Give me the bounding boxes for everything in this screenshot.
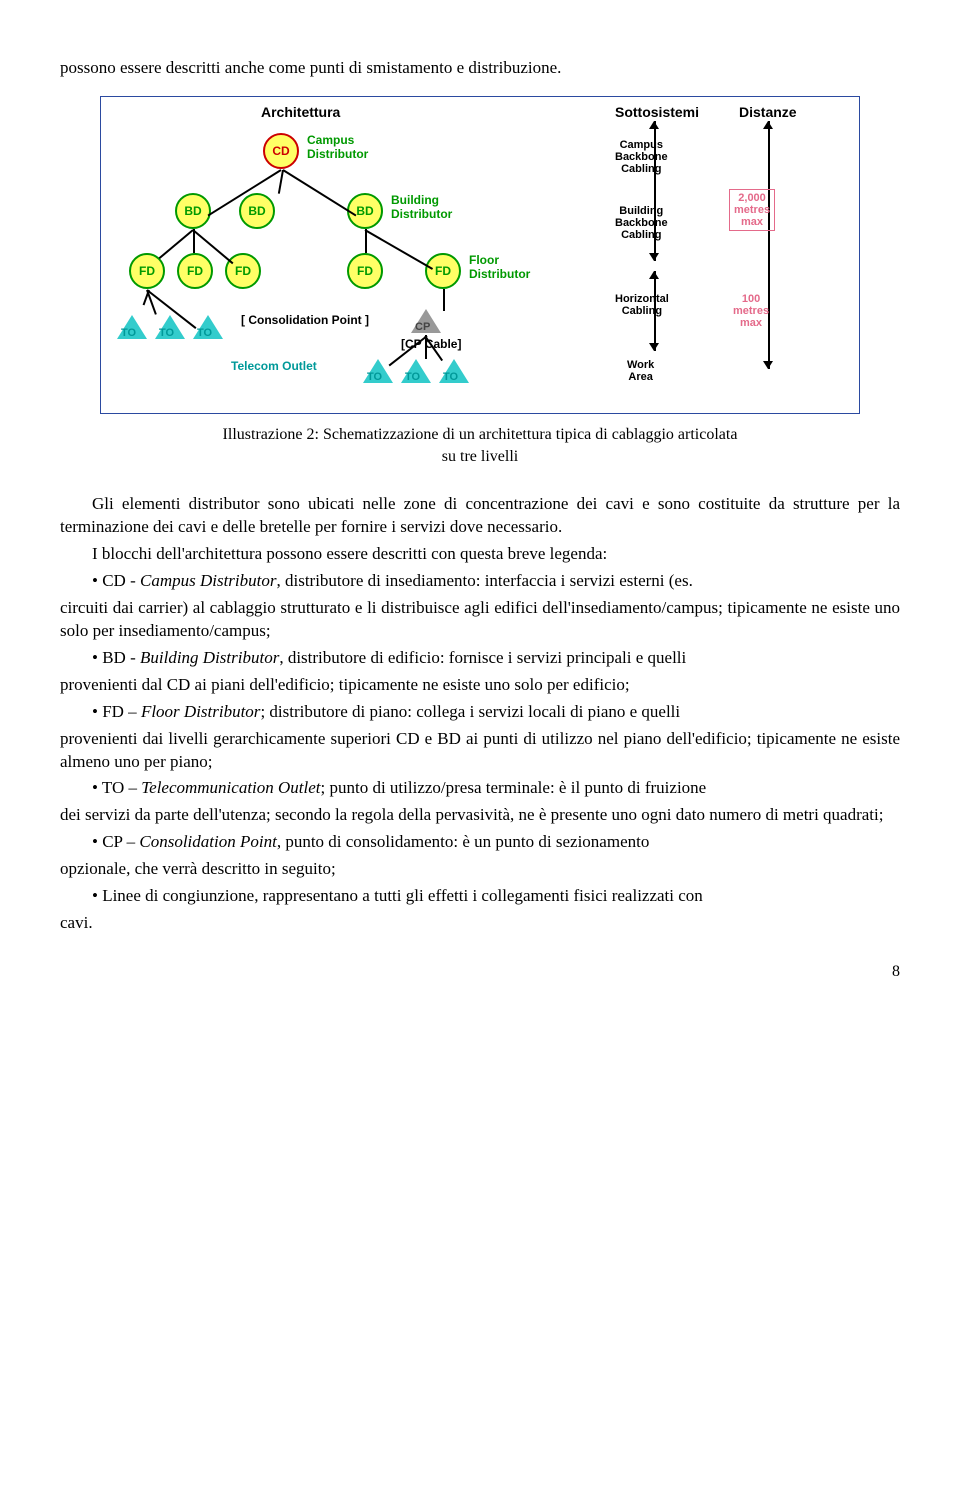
fd-node-5: FD <box>425 253 461 289</box>
header-architettura: Architettura <box>261 103 340 122</box>
fd-node-4: FD <box>347 253 383 289</box>
architecture-diagram: Architettura Sottosistemi Distanze CD Ca… <box>111 103 849 403</box>
fd-node-3: FD <box>225 253 261 289</box>
bullet-fd: • FD – Floor Distributor; distributore d… <box>60 701 900 724</box>
figure-caption: Illustrazione 2: Schematizzazione di un … <box>60 424 900 467</box>
diagram-container: Architettura Sottosistemi Distanze CD Ca… <box>100 96 860 414</box>
sub-work: Work Area <box>627 359 654 383</box>
bd-node-3: BD <box>347 193 383 229</box>
bullet-bd: • BD - Building Distributor, distributor… <box>60 647 900 670</box>
bd-node-1: BD <box>175 193 211 229</box>
header-distanze: Distanze <box>739 103 797 122</box>
bd-node-2: BD <box>239 193 275 229</box>
sub-horiz: Horizontal Cabling <box>615 293 669 317</box>
body-text: Gli elementi distributor sono ubicati ne… <box>60 493 900 935</box>
bullet-linee-cont: cavi. <box>60 912 900 935</box>
bullet-linee: • Linee di congiunzione, rappresentano a… <box>60 885 900 908</box>
bullet-to: • TO – Telecommunication Outlet; punto d… <box>60 777 900 800</box>
paragraph-intro-1: Gli elementi distributor sono ubicati ne… <box>60 493 900 539</box>
bullet-cp: • CP – Consolidation Point, punto di con… <box>60 831 900 854</box>
dist-100: 100 metres max <box>733 293 769 329</box>
bullet-cp-cont: opzionale, che verrà descritto in seguit… <box>60 858 900 881</box>
to-group-label: Telecom Outlet <box>231 359 317 373</box>
page-number: 8 <box>60 961 900 983</box>
fd-node-2: FD <box>177 253 213 289</box>
bd-label: Building Distributor <box>391 193 452 221</box>
sub-campus: Campus Backbone Cabling <box>615 139 668 175</box>
paragraph-intro-2: I blocchi dell'architettura possono esse… <box>60 543 900 566</box>
bullet-bd-cont: provenienti dal CD ai piani dell'edifici… <box>60 674 900 697</box>
cd-node: CD <box>263 133 299 169</box>
fd-label: Floor Distributor <box>469 253 530 281</box>
bullet-cd: • CD - Campus Distributor, distributore … <box>60 570 900 593</box>
bullet-cd-cont: circuiti dai carrier) al cablaggio strut… <box>60 597 900 643</box>
sub-building: Building Backbone Cabling <box>615 205 668 241</box>
dist-2000: 2,000 metres max <box>729 189 775 231</box>
header-sottosistemi: Sottosistemi <box>615 103 699 122</box>
intro-text: possono essere descritti anche come punt… <box>60 57 900 80</box>
bullet-to-cont: dei servizi da parte dell'utenza; second… <box>60 804 900 827</box>
bullet-fd-cont: provenienti dai livelli gerarchicamente … <box>60 728 900 774</box>
cp-bracket: [ Consolidation Point ] <box>241 313 369 327</box>
cd-label: Campus Distributor <box>307 133 368 161</box>
